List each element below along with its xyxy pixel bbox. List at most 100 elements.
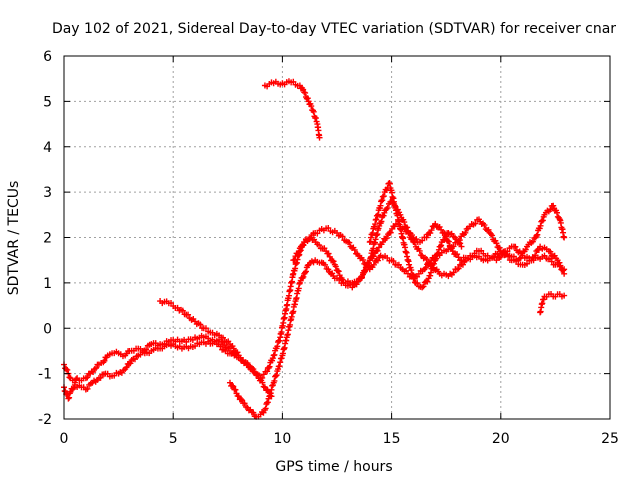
data-point: [462, 229, 469, 236]
data-point: [435, 250, 442, 257]
data-point: [271, 351, 278, 358]
data-point: [230, 345, 237, 352]
series-track-b: [61, 198, 568, 402]
x-tick-label: 25: [601, 431, 619, 447]
data-point: [378, 218, 385, 225]
data-point: [355, 278, 362, 285]
data-point: [97, 374, 104, 381]
y-tick-label: -1: [38, 367, 52, 383]
data-point: [423, 234, 430, 241]
y-axis-label: SDTVAR / TECUs: [6, 181, 22, 296]
x-tick-label: 15: [383, 431, 401, 447]
data-point: [310, 108, 317, 115]
data-point: [291, 256, 298, 263]
data-point: [380, 193, 387, 200]
data-point: [300, 86, 307, 93]
data-point: [268, 386, 275, 393]
data-point: [237, 396, 244, 403]
data-point: [390, 258, 397, 265]
data-point: [321, 261, 328, 268]
data-point: [516, 255, 523, 262]
data-point: [453, 236, 460, 243]
y-tick-label: 6: [43, 49, 52, 65]
y-tick-label: 1: [43, 276, 52, 292]
y-tick-label: 0: [43, 321, 52, 337]
axis-ticks: 0 5 10 15 20 25 -2 -1 0 1 2 3 4 5 6: [38, 49, 619, 447]
data-point: [230, 383, 237, 390]
data-point: [326, 253, 333, 260]
data-point: [485, 226, 492, 233]
data-point: [458, 243, 465, 250]
x-tick-label: 0: [60, 431, 69, 447]
data-point: [250, 409, 257, 416]
data-point: [330, 258, 337, 265]
data-point: [336, 276, 343, 283]
data-point: [427, 230, 434, 237]
data-point: [273, 372, 280, 379]
data-point: [276, 363, 283, 370]
data-point: [226, 379, 233, 386]
data-point: [197, 321, 204, 328]
data-point: [561, 234, 568, 241]
data-point: [267, 390, 274, 397]
data-point: [387, 229, 394, 236]
data-point: [84, 374, 91, 381]
data-point: [384, 204, 391, 211]
x-tick-label: 5: [169, 431, 178, 447]
data-point: [308, 103, 315, 110]
series-track-e: [290, 216, 568, 282]
data-point: [123, 364, 130, 371]
grid-lines: [64, 56, 610, 419]
data-point: [433, 255, 440, 262]
data-point: [472, 220, 479, 227]
data-point: [101, 357, 108, 364]
data-point: [314, 230, 321, 237]
data-point: [262, 405, 269, 412]
data-point: [513, 258, 520, 265]
data-point: [423, 256, 430, 263]
data-point: [524, 260, 531, 267]
data-point: [505, 253, 512, 260]
data-point: [359, 256, 366, 263]
data-point: [490, 253, 497, 260]
data-point: [84, 385, 91, 392]
data-point: [561, 292, 568, 299]
x-axis-label: GPS time / hours: [275, 459, 392, 475]
data-point: [259, 374, 266, 381]
data-point: [401, 219, 408, 226]
data-point: [266, 363, 273, 370]
data-point: [414, 280, 421, 287]
data-point: [370, 253, 377, 260]
data-point: [358, 274, 365, 281]
data-point: [66, 374, 73, 381]
data-point: [335, 268, 342, 275]
data-point: [547, 248, 554, 255]
data-point: [539, 300, 546, 307]
data-point: [430, 264, 437, 271]
data-point: [556, 263, 563, 270]
data-point: [445, 238, 452, 245]
x-tick-label: 20: [492, 431, 510, 447]
series-track-c: [157, 298, 242, 359]
data-point: [493, 240, 500, 247]
data-point: [316, 134, 323, 141]
data-point: [269, 355, 276, 362]
data-point: [329, 257, 336, 264]
data-point: [427, 269, 434, 276]
data-point: [302, 268, 309, 275]
data-point: [264, 368, 271, 375]
data-point: [295, 249, 302, 256]
data-point: [351, 246, 358, 253]
y-tick-label: 3: [43, 185, 52, 201]
data-point: [127, 360, 134, 367]
series-track-h: [537, 291, 568, 316]
data-point: [312, 115, 319, 122]
data-point: [529, 238, 536, 245]
data-point: [410, 272, 417, 279]
data-point: [219, 334, 226, 341]
data-point: [64, 366, 71, 373]
data-point: [537, 222, 544, 229]
data-point: [438, 226, 445, 233]
data-point: [300, 273, 307, 280]
